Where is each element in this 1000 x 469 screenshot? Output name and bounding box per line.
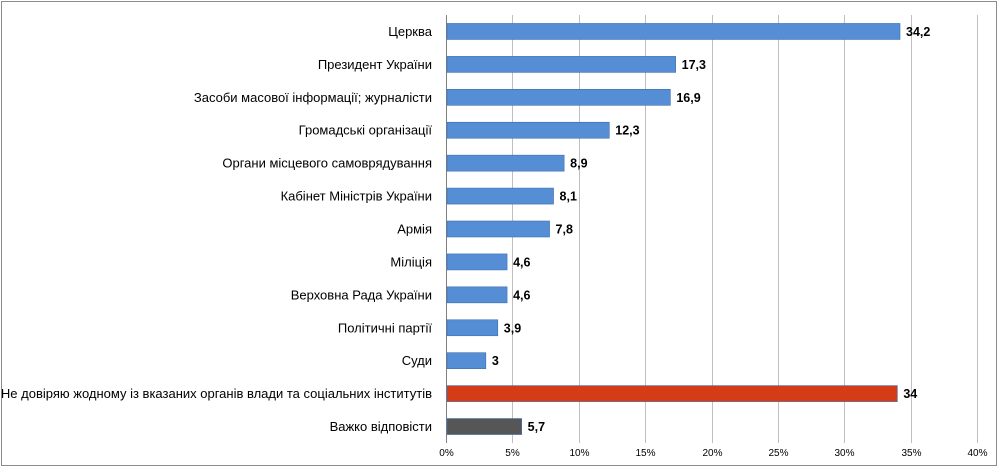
bar-value-label: 12,3 — [615, 124, 639, 138]
x-tick-label: 20% — [702, 448, 722, 459]
category-label: Засоби масової інформації; журналісти — [194, 90, 432, 105]
category-label: Політичні партії — [338, 320, 432, 335]
category-label: Органи місцевого самоврядування — [222, 156, 432, 171]
bar — [446, 286, 508, 304]
bar — [446, 220, 550, 238]
category-label: Президент України — [318, 57, 432, 72]
bar-value-label: 7,8 — [556, 223, 573, 237]
bar-value-label: 3,9 — [504, 321, 521, 335]
category-label: Кабінет Міністрів України — [281, 189, 432, 204]
bar-value-label: 5,7 — [528, 420, 545, 434]
gridlines — [446, 15, 978, 443]
bar — [446, 418, 522, 435]
category-label: Церква — [388, 24, 433, 39]
x-tick-label: 15% — [635, 448, 655, 459]
bar — [446, 319, 499, 337]
bar — [446, 56, 676, 73]
bar — [446, 385, 898, 402]
category-label: Суди — [402, 353, 432, 368]
category-labels: Церква Президент України Засоби масової ін… — [1, 24, 433, 434]
category-label: Важко відповісти — [330, 419, 432, 434]
bar-value-label: 34,2 — [906, 25, 930, 39]
x-tick-label: 10% — [569, 448, 589, 459]
x-tick-label: 5% — [505, 448, 520, 459]
category-label: Громадські організації — [299, 123, 433, 138]
x-tick-label: 35% — [901, 448, 921, 459]
bar-value-label: 34 — [903, 387, 917, 401]
x-axis-ticks: 0% 5% 10% 15% 20% 25% 30% 35% 40% — [439, 448, 987, 459]
bar-value-label: 17,3 — [682, 58, 706, 72]
bar-value-label: 8,1 — [560, 190, 577, 204]
data-labels: 34,2 17,3 16,9 12,3 8,9 8,1 7,8 4,6 4,6 3,9 3 34 5,7 — [492, 25, 931, 434]
bars — [446, 23, 901, 435]
bar — [446, 253, 508, 271]
bar — [446, 121, 610, 139]
bar-value-label: 8,9 — [570, 157, 587, 171]
bar — [446, 89, 671, 106]
category-label: Не довіряю жодному із вказаних органів в… — [1, 386, 432, 401]
category-label: Міліція — [390, 254, 432, 269]
bar-value-label: 4,6 — [513, 288, 530, 302]
x-tick-label: 30% — [834, 448, 854, 459]
category-label: Верховна Рада України — [291, 287, 432, 302]
bar-value-label: 4,6 — [513, 255, 530, 269]
bar — [446, 154, 565, 172]
x-tick-label: 25% — [768, 448, 788, 459]
bar — [446, 187, 554, 205]
x-tick-label: 40% — [967, 448, 987, 459]
bar — [446, 23, 901, 40]
x-tick-label: 0% — [439, 448, 454, 459]
bar-value-label: 16,9 — [676, 91, 700, 105]
bar-value-label: 3 — [492, 354, 499, 368]
category-label: Армія — [397, 222, 432, 237]
bar — [446, 352, 487, 369]
